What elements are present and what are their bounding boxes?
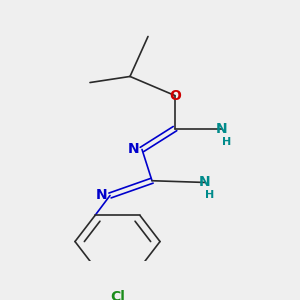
Text: O: O [169,88,181,103]
Text: N: N [96,188,108,203]
Text: N: N [216,122,228,136]
Text: N: N [199,176,211,190]
Text: Cl: Cl [111,290,125,300]
Text: N: N [128,142,140,156]
Text: H: H [222,136,232,147]
Text: H: H [206,190,214,200]
